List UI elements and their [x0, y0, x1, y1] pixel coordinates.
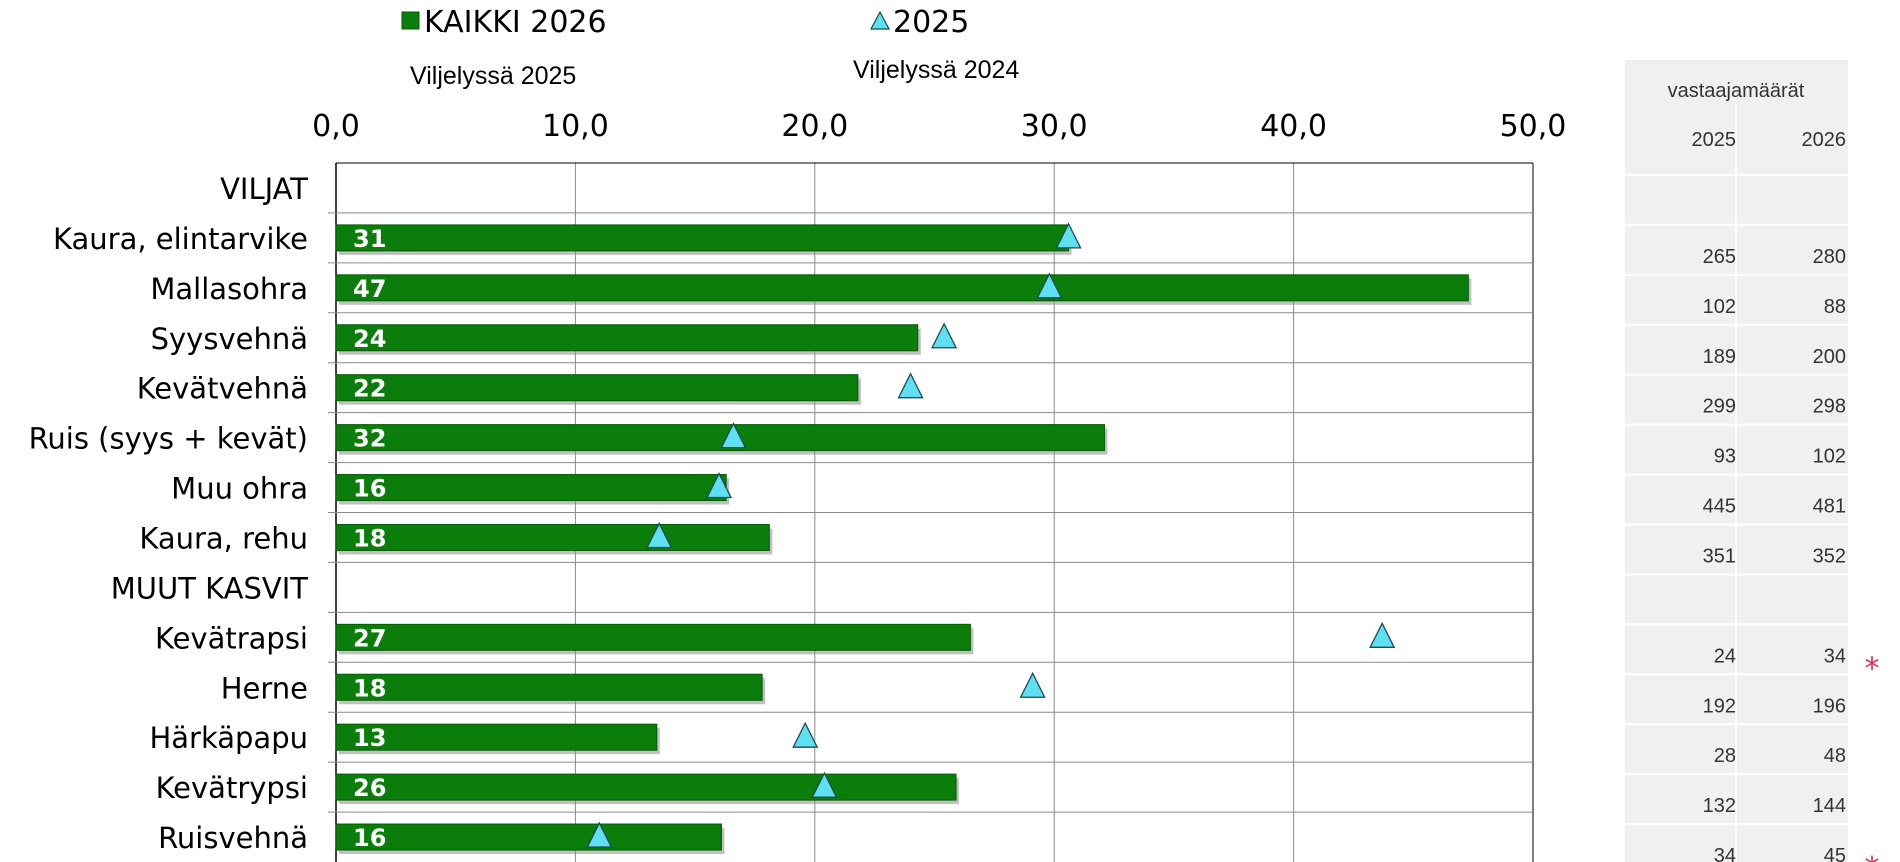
bar [335, 773, 957, 801]
category-label: Herne [221, 671, 308, 705]
bar [335, 623, 971, 651]
category-label: Muu ohra [171, 472, 308, 506]
bar-data-label: 22 [353, 375, 386, 403]
respondent-count-2025: 351 [1703, 545, 1736, 567]
category-label: Kevätrypsi [156, 771, 308, 805]
respondent-count-2025: 93 [1714, 446, 1736, 468]
respondent-count-2026: 298 [1813, 396, 1846, 418]
bar-data-label: 32 [353, 425, 386, 453]
respondent-count-2025: 102 [1703, 296, 1736, 318]
x-tick-label: 40,0 [1260, 109, 1327, 144]
respondents-title: vastaajamäärät [1668, 80, 1805, 102]
x-tick-label: 0,0 [312, 109, 360, 144]
marker-2025 [1036, 272, 1063, 299]
category-label: Kevätvehnä [137, 372, 308, 406]
category-label: Kevätrapsi [155, 621, 308, 655]
category-label: Kaura, rehu [139, 521, 308, 555]
respondent-count-2026: 280 [1813, 246, 1846, 268]
respondent-count-2025: 24 [1714, 645, 1736, 667]
category-label: Ruis (syys + kevät) [29, 422, 308, 456]
marker-2025 [811, 771, 838, 798]
bar [335, 324, 919, 352]
respondent-count-2026: 144 [1813, 795, 1846, 817]
respondent-count-2025: 192 [1703, 695, 1736, 717]
asterisk-icon: * [1865, 651, 1880, 686]
respondent-count-2025: 189 [1703, 346, 1736, 368]
bar-data-label: 24 [353, 325, 386, 353]
respondents-col-2026: 2026 [1802, 129, 1847, 151]
marker-2025 [646, 522, 673, 549]
marker-2025 [1019, 671, 1046, 698]
respondent-count-2025: 132 [1703, 795, 1736, 817]
legend-bar-swatch [401, 11, 420, 30]
bar [335, 374, 859, 402]
bar [335, 474, 727, 502]
respondent-count-2025: 28 [1714, 745, 1736, 767]
respondents-col-2025: 2025 [1692, 129, 1737, 151]
respondent-count-2026: 352 [1813, 545, 1846, 567]
category-label: Mallasohra [150, 272, 308, 306]
bar-data-label: 47 [353, 275, 386, 303]
bar [335, 274, 1469, 302]
marker-2025 [1055, 222, 1082, 249]
respondent-count-2026: 48 [1824, 745, 1846, 767]
bar-data-label: 26 [353, 774, 386, 802]
legend-subtitle-1: Viljelyssä 2025 [410, 62, 576, 90]
asterisk-icon: * [1865, 851, 1880, 862]
respondent-count-2026: 45 [1824, 845, 1846, 862]
bar-data-label: 18 [353, 674, 386, 702]
marker-2025 [931, 322, 958, 349]
category-label: Ruisvehnä [158, 821, 308, 855]
bar-data-label: 18 [353, 524, 386, 552]
bar [335, 673, 763, 701]
legend-triangle-icon [870, 10, 890, 30]
respondent-count-2025: 265 [1703, 246, 1736, 268]
marker-2025 [792, 721, 819, 748]
bar [335, 523, 770, 551]
bar [335, 224, 1070, 252]
marker-2025 [720, 422, 747, 449]
marker-2025 [705, 472, 733, 499]
legend-series1-label: KAIKKI 2026 [424, 5, 607, 40]
marker-2025 [586, 821, 613, 848]
legend-subtitle-2: Viljelyssä 2024 [853, 56, 1019, 84]
bar-data-label: 31 [353, 225, 386, 253]
marker-2025 [897, 372, 924, 399]
bar [335, 424, 1105, 452]
x-tick-label: 10,0 [542, 109, 609, 144]
respondent-count-2025: 445 [1703, 496, 1736, 518]
respondent-count-2026: 88 [1824, 296, 1846, 318]
x-tick-label: 20,0 [781, 109, 848, 144]
respondent-count-2026: 102 [1813, 446, 1846, 468]
respondents-panel: vastaajamäärät 2025 2026 265 280 102 88 189 2… [1625, 60, 1880, 862]
legend-series2-label: 2025 [893, 5, 969, 40]
bar-data-label: 16 [353, 475, 386, 503]
bar-data-label: 16 [353, 824, 386, 852]
category-label: Härkäpapu [149, 721, 308, 755]
plot-area: 0,0 10,0 20,0 30,0 40,0 50,0 VILJAT Kaura, eli… [29, 109, 1567, 862]
bar [335, 823, 722, 851]
category-label: Kaura, elintarvike [53, 222, 308, 256]
respondent-count-2025: 299 [1703, 396, 1736, 418]
respondent-count-2026: 481 [1813, 496, 1846, 518]
bar-data-label: 13 [353, 724, 386, 752]
category-header: MUUT KASVIT [111, 571, 309, 605]
bar [335, 723, 658, 751]
category-label: Syysvehnä [151, 322, 308, 356]
bar-data-label: 27 [353, 624, 386, 652]
category-header: VILJAT [220, 172, 308, 206]
x-tick-label: 30,0 [1021, 109, 1088, 144]
x-tick-label: 50,0 [1500, 109, 1567, 144]
respondent-count-2026: 34 [1824, 645, 1846, 667]
respondent-count-2025: 34 [1714, 845, 1736, 862]
respondent-count-2026: 196 [1813, 695, 1846, 717]
respondent-count-2026: 200 [1813, 346, 1846, 368]
marker-2025 [1369, 621, 1396, 648]
legend: KAIKKI 2026 2025 Viljelyssä 2025 Viljely… [401, 5, 1019, 90]
